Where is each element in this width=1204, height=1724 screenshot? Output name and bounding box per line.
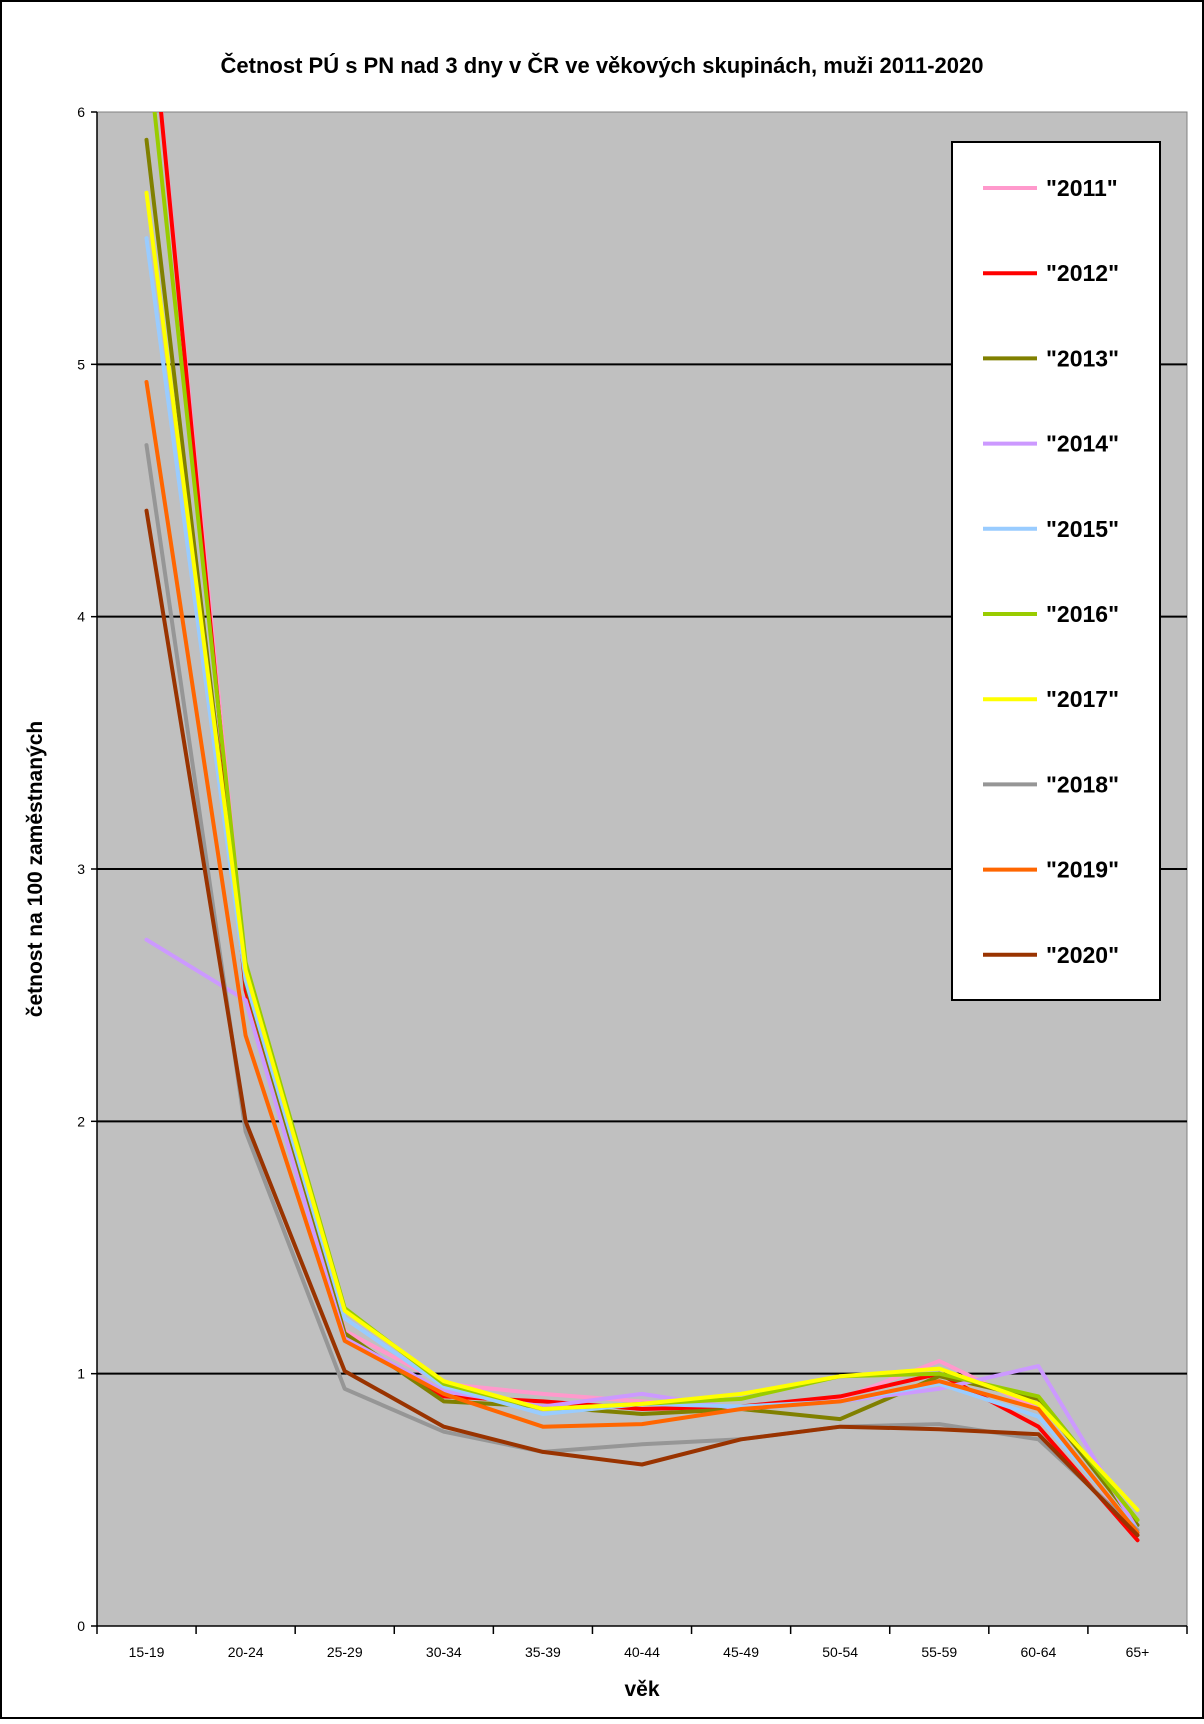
legend-label: "2011" [1046, 175, 1118, 201]
series-lines [144, 112, 1140, 1543]
series-line-2 [144, 137, 1140, 1528]
x-axis-label: věk [624, 1678, 659, 1701]
x-tick-label: 55-59 [921, 1644, 957, 1660]
x-tick-label: 45-49 [723, 1644, 759, 1660]
y-axis-ticks: 0 1 2 3 4 5 6 [77, 104, 97, 1634]
legend: "2011" "2012" "2013" "2014" "2015" "2016" "201… [951, 141, 1161, 1001]
x-tick-label: 50-54 [822, 1644, 858, 1660]
legend-label: "2020" [1046, 942, 1119, 968]
y-axis-label: četnost na 100 zaměstnaných [24, 721, 47, 1017]
x-tick-label: 35-39 [525, 1644, 561, 1660]
y-tick-label: 0 [77, 1618, 85, 1634]
legend-label: "2013" [1046, 345, 1119, 371]
legend-label: "2016" [1046, 601, 1119, 627]
legend-label: "2018" [1046, 771, 1119, 797]
legend-label: "2014" [1046, 431, 1119, 457]
x-tick-label: 25-29 [327, 1644, 363, 1660]
x-tick-label: 40-44 [624, 1644, 660, 1660]
y-tick-label: 2 [77, 1113, 85, 1129]
chart-title: Četnost PÚ s PN nad 3 dny v ČR ve věkový… [221, 53, 984, 78]
series-line-9 [144, 508, 1140, 1538]
y-tick-label: 4 [77, 609, 85, 625]
x-tick-label: 65+ [1126, 1644, 1150, 1660]
legend-label: "2012" [1046, 260, 1119, 286]
legend-label: "2017" [1046, 686, 1119, 712]
series-line-6 [144, 190, 1140, 1512]
legend-label: "2015" [1046, 516, 1119, 542]
x-tick-label: 15-19 [129, 1644, 165, 1660]
x-axis-ticks: 15-19 20-24 25-29 30-34 35-39 40-44 45-49 50-54… [96, 1626, 1188, 1660]
y-tick-label: 6 [77, 104, 85, 120]
y-tick-label: 3 [77, 861, 85, 877]
x-tick-label: 30-34 [426, 1644, 462, 1660]
y-tick-label: 5 [77, 356, 85, 372]
x-tick-label: 60-64 [1020, 1644, 1056, 1660]
y-tick-label: 1 [77, 1366, 85, 1382]
x-tick-label: 20-24 [228, 1644, 264, 1660]
legend-box [951, 141, 1161, 1001]
series-line-8 [144, 380, 1140, 1535]
legend-label: "2019" [1046, 857, 1119, 883]
